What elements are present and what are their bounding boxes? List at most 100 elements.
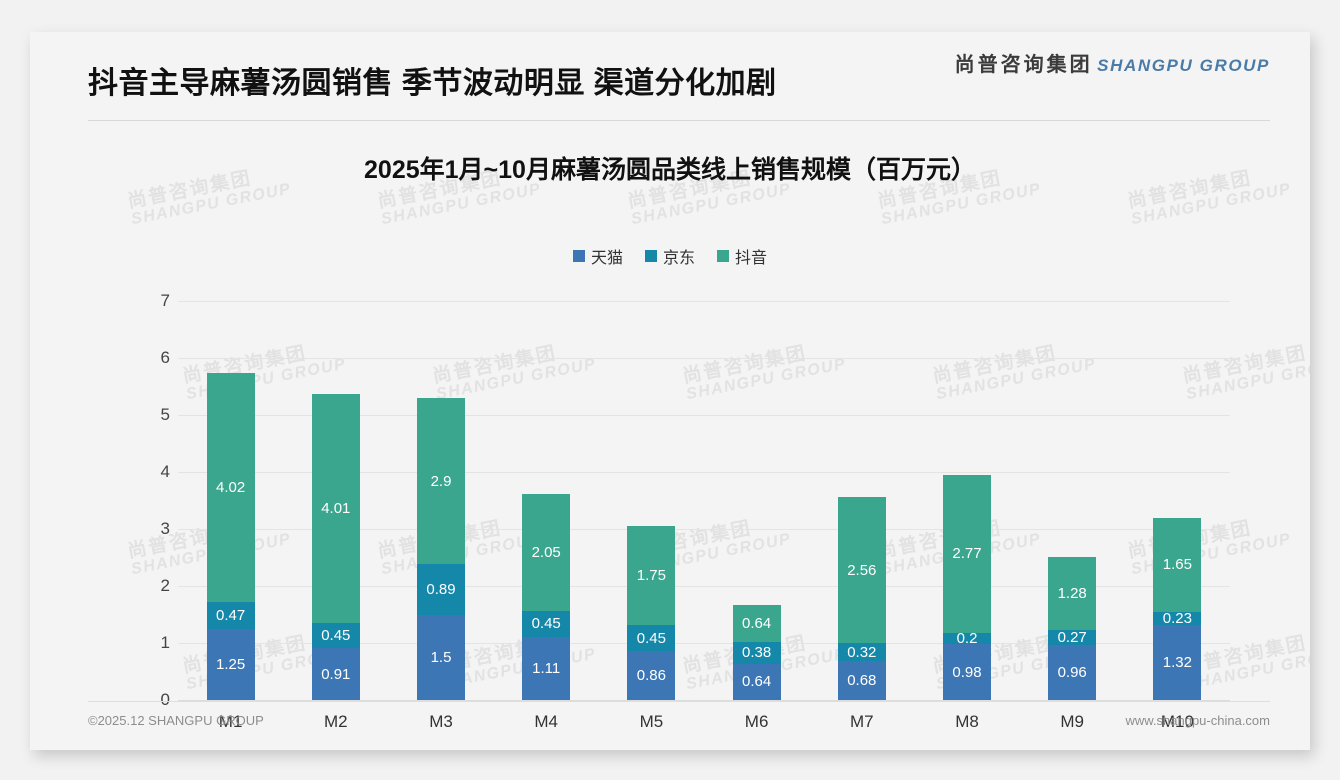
bar-segment-抖音[interactable]: 4.02 <box>206 372 255 602</box>
bar-segment-京东[interactable]: 0.38 <box>732 641 781 664</box>
legend-swatch-icon <box>572 250 585 262</box>
legend-label: 天猫 <box>590 250 623 267</box>
bar-group-M5[interactable]: 0.86 0.45 1.75 <box>627 525 676 700</box>
gridline <box>178 358 1230 359</box>
x-axis-tick-M7: M7 <box>849 712 874 731</box>
bar-segment-抖音[interactable]: 0.64 <box>732 605 781 642</box>
watermark-en: SHANGPU GROUP <box>129 180 293 229</box>
legend-label: 抖音 <box>735 250 768 267</box>
bar-segment-天猫[interactable]: 0.91 <box>311 648 360 700</box>
bar-value-label: 0.2 <box>956 629 978 647</box>
bar-group-M9[interactable]: 0.96 0.27 1.28 <box>1048 556 1097 700</box>
bar-segment-京东[interactable]: 0.23 <box>1153 609 1202 627</box>
bar-segment-京东[interactable]: 0.47 <box>206 601 255 629</box>
bar-value-label: 0.45 <box>531 615 561 633</box>
bar-segment-京东[interactable]: 0.2 <box>943 629 991 647</box>
bar-value-label: 0.96 <box>1057 664 1087 682</box>
gridline <box>178 301 1230 302</box>
bar-segment-天猫[interactable]: 1.25 <box>206 628 255 700</box>
legend-item-京东[interactable]: 京东 <box>644 244 695 268</box>
bar-value-label: 0.91 <box>321 665 351 683</box>
y-axis-tick: 1 <box>160 633 170 652</box>
gridline <box>178 415 1230 416</box>
watermark-en: SHANGPU GROUP <box>629 180 793 229</box>
bar-group-M3[interactable]: 1.5 0.89 2.9 <box>417 398 465 700</box>
slide-card: 尚普咨询集团 SHANGPU GROUP 尚普咨询集团 SHANGPU GROUP 尚普… <box>30 32 1310 750</box>
bar-segment-天猫[interactable]: 1.32 <box>1153 624 1202 700</box>
bar-value-label: 0.47 <box>215 606 246 624</box>
x-axis-tick-M8: M8 <box>955 712 979 731</box>
header-divider <box>88 120 1270 121</box>
brand-name-en: SHANGPU GROUP <box>1097 56 1270 75</box>
bar-segment-抖音[interactable]: 4.01 <box>311 393 360 623</box>
bar-segment-抖音[interactable]: 2.05 <box>522 494 571 612</box>
bar-segment-抖音[interactable]: 2.56 <box>837 497 886 644</box>
x-axis-tick-M2: M2 <box>323 712 348 731</box>
bar-segment-京东[interactable]: 0.89 <box>417 563 465 615</box>
chart-gridlines: 0 1 2 3 4 5 6 7 <box>140 269 1260 709</box>
bar-value-label: 0.68 <box>847 672 877 690</box>
y-axis-tick: 3 <box>160 519 170 538</box>
footer-website: www.shangpu-china.com <box>1125 713 1270 728</box>
bar-segment-天猫[interactable]: 0.98 <box>943 644 991 700</box>
bar-value-label: 0.98 <box>952 663 982 681</box>
bar-value-label: 1.75 <box>636 566 666 584</box>
legend-item-抖音[interactable]: 抖音 <box>717 244 767 268</box>
bar-segment-京东[interactable]: 0.45 <box>522 611 571 637</box>
gridline <box>178 643 1230 644</box>
y-axis-tick: 0 <box>160 690 170 709</box>
watermark-en: SHANGPU GROUP <box>1129 180 1293 229</box>
bar-segment-京东[interactable]: 0.32 <box>837 643 886 662</box>
legend-item-天猫[interactable]: 天猫 <box>572 244 623 268</box>
bar-segment-天猫[interactable]: 0.96 <box>1048 645 1097 700</box>
legend-label: 京东 <box>662 250 695 267</box>
brand-logo: 尚普咨询集团 SHANGPU GROUP <box>955 54 1270 78</box>
bar-segment-天猫[interactable]: 0.86 <box>627 650 676 700</box>
bar-value-label: 2.77 <box>952 545 982 563</box>
bar-value-label: 2.9 <box>430 472 452 490</box>
legend-swatch-icon <box>644 250 657 262</box>
bar-group-M1[interactable]: 1.25 0.47 4.02 <box>206 372 255 700</box>
gridline <box>178 586 1230 587</box>
bar-value-label: 0.86 <box>636 666 666 684</box>
bar-segment-抖音[interactable]: 1.28 <box>1048 556 1097 630</box>
bar-segment-抖音[interactable]: 1.65 <box>1153 517 1202 612</box>
bar-value-label: 0.23 <box>1162 609 1192 627</box>
bar-segment-京东[interactable]: 0.45 <box>311 622 360 649</box>
chart-title: 2025年1月~10月麻薯汤圆品类线上销售规模（百万元） <box>364 156 976 184</box>
footer-divider <box>88 701 1270 702</box>
x-axis-tick-M1: M1 <box>218 712 243 731</box>
bar-value-label: 0.38 <box>741 644 772 662</box>
bar-group-M8[interactable]: 0.98 0.2 2.77 <box>943 474 991 700</box>
slide-header: 抖音主导麻薯汤圆销售 季节波动明显 渠道分化加剧 尚普咨询集团 SHANGPU … <box>30 32 1310 120</box>
bar-group-M2[interactable]: 0.91 0.45 4.01 <box>311 393 360 700</box>
bar-segment-天猫[interactable]: 0.64 <box>732 663 781 700</box>
bar-segment-天猫[interactable]: 0.68 <box>837 661 886 700</box>
chart-legend: 天猫 京东 抖音 <box>30 244 1310 268</box>
bar-value-label: 1.65 <box>1162 556 1192 574</box>
bar-group-M10[interactable]: 1.32 0.23 1.65 <box>1153 517 1202 700</box>
bar-value-label: 0.64 <box>741 673 772 691</box>
bar-segment-抖音[interactable]: 2.77 <box>943 474 991 633</box>
bar-segment-京东[interactable]: 0.27 <box>1048 629 1097 647</box>
bar-value-label: 1.11 <box>532 659 561 677</box>
y-axis-tick: 2 <box>160 576 170 595</box>
page-title: 抖音主导麻薯汤圆销售 季节波动明显 渠道分化加剧 <box>88 67 777 100</box>
bar-value-label: 2.05 <box>531 544 561 562</box>
bar-segment-京东[interactable]: 0.45 <box>627 625 676 651</box>
x-axis-tick-M5: M5 <box>639 712 664 731</box>
bar-group-M4[interactable]: 1.11 0.45 2.05 <box>522 494 571 700</box>
chart-bars: 1.25 0.47 4.02 M1 0.91 0.45 4.01 M2 1.5 0.89 2.9 M3… <box>178 269 1230 731</box>
bar-value-label: 4.02 <box>215 478 246 496</box>
bar-value-label: 1.32 <box>1162 653 1192 671</box>
bar-value-label: 4.01 <box>321 499 351 517</box>
y-axis-tick: 6 <box>160 348 170 367</box>
bar-group-M7[interactable]: 0.68 0.32 2.56 <box>837 497 886 700</box>
bar-value-label: 0.27 <box>1057 629 1087 647</box>
watermark-en: SHANGPU GROUP <box>879 180 1043 229</box>
bar-segment-抖音[interactable]: 2.9 <box>417 398 465 564</box>
bar-segment-天猫[interactable]: 1.11 <box>522 636 571 700</box>
bar-segment-天猫[interactable]: 1.5 <box>417 614 465 700</box>
bar-segment-抖音[interactable]: 1.75 <box>627 525 676 626</box>
bar-group-M6[interactable]: 0.64 0.38 0.64 <box>732 605 781 700</box>
